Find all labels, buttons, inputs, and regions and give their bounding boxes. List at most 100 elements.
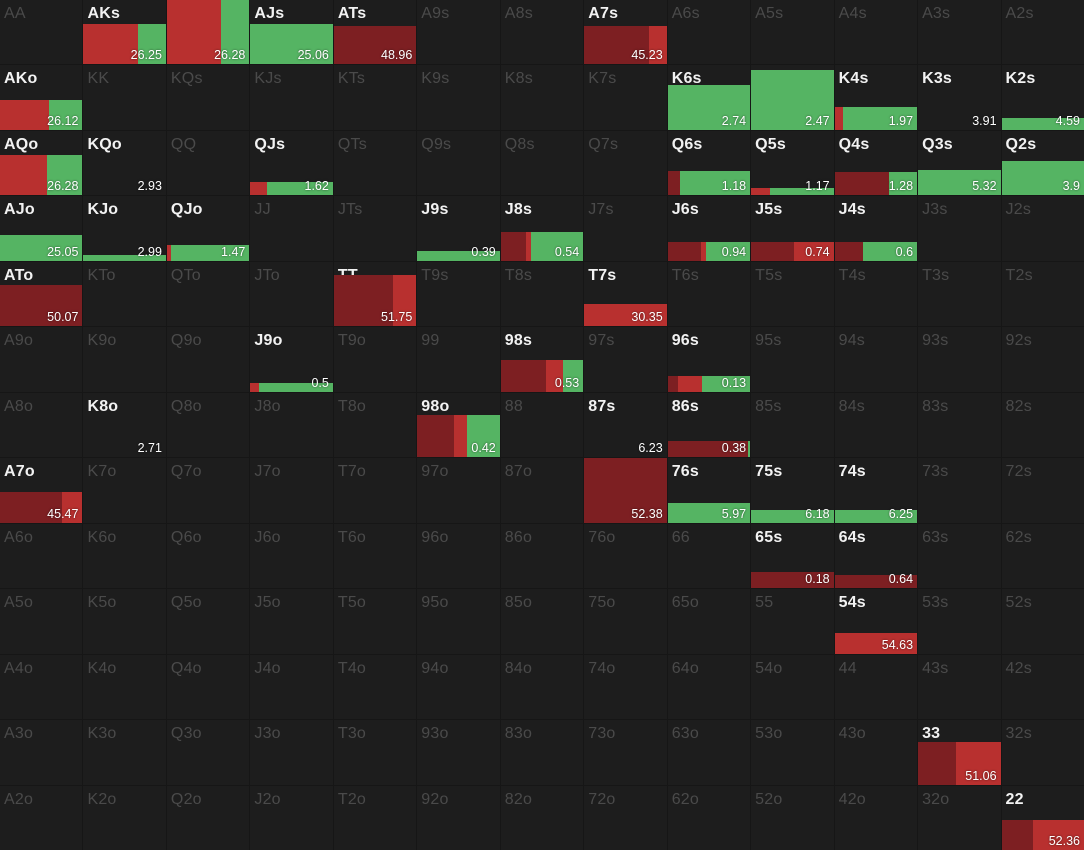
hand-cell-qjs[interactable]: QJs 1.62 [250, 130, 333, 196]
hand-cell-33[interactable]: 33 51.06 [918, 720, 1001, 785]
hand-cell-82s[interactable]: 82s [1001, 392, 1084, 458]
hand-cell-j2o[interactable]: J2o [250, 785, 333, 850]
hand-cell-j6s[interactable]: J6s 0.94 [667, 196, 751, 261]
hand-cell-44[interactable]: 44 [834, 654, 918, 720]
hand-cell-87s[interactable]: 87s 6.23 [584, 392, 667, 458]
hand-cell-j5s[interactable]: J5s 0.74 [751, 196, 834, 261]
hand-cell-kk[interactable]: KK [83, 65, 166, 130]
hand-cell-a4o[interactable]: A4o [0, 654, 83, 720]
hand-cell-62o[interactable]: 62o [667, 785, 751, 850]
hand-cell-85o[interactable]: 85o [500, 589, 584, 654]
hand-cell-66[interactable]: 66 [667, 523, 751, 589]
hand-cell-62s[interactable]: 62s [1001, 523, 1084, 589]
hand-cell-j4s[interactable]: J4s 0.6 [834, 196, 918, 261]
hand-cell-t5o[interactable]: T5o [333, 589, 417, 654]
hand-cell-74s[interactable]: 74s 6.25 [834, 458, 918, 523]
hand-cell-94o[interactable]: 94o [417, 654, 500, 720]
hand-cell-84o[interactable]: 84o [500, 654, 584, 720]
hand-cell-q9s[interactable]: Q9s [417, 130, 500, 196]
hand-cell-92o[interactable]: 92o [417, 785, 500, 850]
hand-cell-75o[interactable]: 75o [584, 589, 667, 654]
hand-cell-65o[interactable]: 65o [667, 589, 751, 654]
hand-cell-72s[interactable]: 72s [1001, 458, 1084, 523]
hand-cell-ajs[interactable]: AJs 25.06 [250, 0, 333, 65]
hand-cell-k7s[interactable]: K7s [584, 65, 667, 130]
hand-cell-95o[interactable]: 95o [417, 589, 500, 654]
hand-cell-j4o[interactable]: J4o [250, 654, 333, 720]
hand-cell-42s[interactable]: 42s [1001, 654, 1084, 720]
hand-cell-96s[interactable]: 96s 0.13 [667, 327, 751, 392]
hand-cell-q8o[interactable]: Q8o [166, 392, 250, 458]
hand-cell-88[interactable]: 88 [500, 392, 584, 458]
hand-cell-k3o[interactable]: K3o [83, 720, 166, 785]
hand-cell-63s[interactable]: 63s [918, 523, 1001, 589]
hand-cell-q3s[interactable]: Q3s 5.32 [918, 130, 1001, 196]
hand-cell-j6o[interactable]: J6o [250, 523, 333, 589]
hand-cell-a2o[interactable]: A2o [0, 785, 83, 850]
hand-cell-74o[interactable]: 74o [584, 654, 667, 720]
hand-cell-jts[interactable]: JTs [333, 196, 417, 261]
hand-cell-ats[interactable]: ATs 48.96 [333, 0, 417, 65]
hand-cell-72o[interactable]: 72o [584, 785, 667, 850]
hand-cell-qq[interactable]: QQ [166, 130, 250, 196]
hand-cell-93o[interactable]: 93o [417, 720, 500, 785]
hand-cell-t6s[interactable]: T6s [667, 261, 751, 327]
hand-cell-a6o[interactable]: A6o [0, 523, 83, 589]
hand-cell-a5s[interactable]: A5s [751, 0, 834, 65]
hand-cell-kqs[interactable]: KQs [166, 65, 250, 130]
hand-cell-a8o[interactable]: A8o [0, 392, 83, 458]
hand-cell-k3s[interactable]: K3s 3.91 [918, 65, 1001, 130]
hand-cell-t7s[interactable]: T7s 30.35 [584, 261, 667, 327]
hand-cell-99[interactable]: 99 [417, 327, 500, 392]
hand-cell-54s[interactable]: 54s 54.63 [834, 589, 918, 654]
hand-cell-kts[interactable]: KTs [333, 65, 417, 130]
hand-cell-kjo[interactable]: KJo 2.99 [83, 196, 166, 261]
hand-cell-j8s[interactable]: J8s 0.54 [500, 196, 584, 261]
hand-cell-q8s[interactable]: Q8s [500, 130, 584, 196]
hand-cell-k9s[interactable]: K9s [417, 65, 500, 130]
hand-cell-a4s[interactable]: A4s [834, 0, 918, 65]
hand-cell-jto[interactable]: JTo [250, 261, 333, 327]
hand-cell-82o[interactable]: 82o [500, 785, 584, 850]
hand-cell-j9o[interactable]: J9o 0.5 [250, 327, 333, 392]
hand-cell-84s[interactable]: 84s [834, 392, 918, 458]
hand-cell-32o[interactable]: 32o [918, 785, 1001, 850]
hand-cell-a9o[interactable]: A9o [0, 327, 83, 392]
hand-cell-k4o[interactable]: K4o [83, 654, 166, 720]
hand-cell-q5s[interactable]: Q5s 1.17 [751, 130, 834, 196]
hand-cell-64o[interactable]: 64o [667, 654, 751, 720]
hand-cell-42o[interactable]: 42o [834, 785, 918, 850]
hand-cell-ako[interactable]: AKo 26.12 [0, 65, 83, 130]
hand-cell-qto[interactable]: QTo [166, 261, 250, 327]
hand-cell-k5o[interactable]: K5o [83, 589, 166, 654]
hand-cell-t4o[interactable]: T4o [333, 654, 417, 720]
hand-cell-t6o[interactable]: T6o [333, 523, 417, 589]
hand-cell-t3s[interactable]: T3s [918, 261, 1001, 327]
hand-cell-86o[interactable]: 86o [500, 523, 584, 589]
hand-cell-97o[interactable]: 97o [417, 458, 500, 523]
hand-cell-q6o[interactable]: Q6o [166, 523, 250, 589]
hand-cell-87o[interactable]: 87o [500, 458, 584, 523]
hand-cell-j7s[interactable]: J7s [584, 196, 667, 261]
hand-cell-53s[interactable]: 53s [918, 589, 1001, 654]
hand-cell-a2s[interactable]: A2s [1001, 0, 1084, 65]
hand-cell-97s[interactable]: 97s [584, 327, 667, 392]
hand-cell-92s[interactable]: 92s [1001, 327, 1084, 392]
hand-cell-95s[interactable]: 95s [751, 327, 834, 392]
hand-cell-98s[interactable]: 98s 0.53 [500, 327, 584, 392]
hand-cell-t3o[interactable]: T3o [333, 720, 417, 785]
hand-cell-76s[interactable]: 76s 5.97 [667, 458, 751, 523]
hand-cell-86s[interactable]: 86s 0.38 [667, 392, 751, 458]
hand-cell-43s[interactable]: 43s [918, 654, 1001, 720]
hand-cell-aa[interactable]: AA [0, 0, 83, 65]
hand-cell-65s[interactable]: 65s 0.18 [751, 523, 834, 589]
hand-cell-93s[interactable]: 93s [918, 327, 1001, 392]
hand-cell-a7s[interactable]: A7s 45.23 [584, 0, 667, 65]
hand-cell-83s[interactable]: 83s [918, 392, 1001, 458]
hand-cell-a3o[interactable]: A3o [0, 720, 83, 785]
hand-cell-22[interactable]: 22 52.36 [1001, 785, 1084, 850]
hand-cell-73o[interactable]: 73o [584, 720, 667, 785]
hand-cell-96o[interactable]: 96o [417, 523, 500, 589]
hand-cell-98o[interactable]: 98o 0.42 [417, 392, 500, 458]
hand-cell-a9s[interactable]: A9s [417, 0, 500, 65]
